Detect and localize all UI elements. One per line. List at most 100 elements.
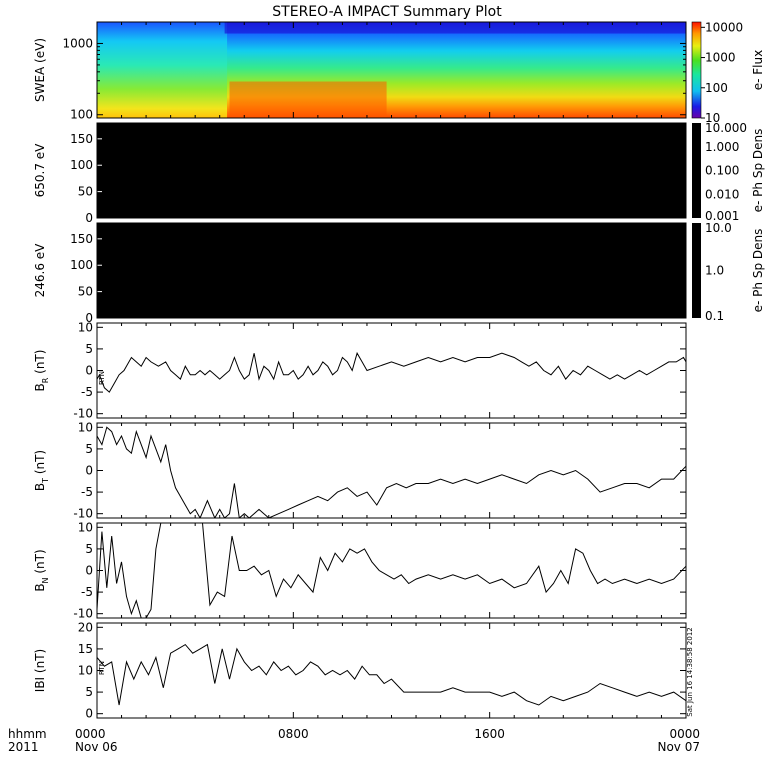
panel-bt: -10 -5 0 5 10 BT (nT) — [33, 420, 687, 521]
x-tick-label-date: Nov 06 — [75, 740, 118, 754]
x-tick-label-time: 0800 — [278, 727, 309, 741]
y-axis-label: IBI (nT) — [33, 649, 47, 692]
x-tick-label-time: 0000 — [669, 727, 700, 741]
y-axis-label: 650.7 eV — [33, 143, 47, 198]
x-tick-label-date: Nov 07 — [657, 740, 700, 754]
y-axis-label: BN (nT) — [33, 549, 50, 591]
y-axis-label-main: B — [33, 583, 47, 591]
y-tick-label: 0 — [85, 564, 93, 578]
colorbar — [692, 223, 701, 318]
y-tick-label: 0 — [85, 464, 93, 478]
y-axis-label-unit: (nT) — [33, 450, 47, 478]
x-axis-time-label: hhmm — [8, 727, 47, 741]
timestamp: Sat Jun 16 14:38:58 2012 — [686, 627, 694, 716]
y-tick-label: -10 — [73, 407, 93, 421]
y-tick-label: 5 — [85, 685, 93, 699]
y-tick-label: 10 — [78, 520, 93, 534]
y-tick-label: 0 — [85, 364, 93, 378]
y-axis-label-sub: N — [41, 577, 50, 583]
y-tick-label: 10 — [78, 664, 93, 678]
y-axis-label: 246.6 eV — [33, 243, 47, 298]
series-line-bt — [97, 426, 686, 518]
y-tick-label: -5 — [81, 385, 93, 399]
colorbar-label: e- Flux — [751, 50, 765, 90]
panel-bmag: 0 5 10 15 20 IBI (nT) RTN Sat Jun 16 14:38:58 2… — [33, 620, 694, 720]
panel-frame — [96, 522, 687, 619]
series-line-br — [97, 351, 686, 393]
y-tick-label: 10 — [78, 320, 93, 334]
x-tick-label-time: 1600 — [474, 727, 505, 741]
colorbar-tick-label: 1.0 — [705, 264, 724, 278]
y-axis-label: SWEA (eV) — [33, 38, 47, 102]
colorbar-tick-label: 1000 — [705, 51, 736, 65]
y-tick-label: 100 — [70, 108, 93, 122]
y-axis-label-main: B — [33, 483, 47, 491]
panel-frame — [96, 122, 687, 219]
swea-band-cold — [224, 22, 686, 34]
y-axis-label: BT (nT) — [33, 450, 50, 491]
pad-spectrogram — [97, 123, 686, 218]
colorbar-tick-label: 10 — [705, 111, 720, 125]
panel-frame — [96, 322, 687, 419]
pad-spectrogram — [97, 223, 686, 318]
y-tick-label: 50 — [78, 185, 93, 199]
colorbar-tick-label: 1.000 — [705, 140, 739, 154]
colorbar-tick-label: 100 — [705, 81, 728, 95]
y-tick-label: -5 — [81, 585, 93, 599]
panel-pad246: 0 50 100 150 246.6 eV 0.1 1.0 10.0 e- Ph Sp Dens — [33, 221, 765, 325]
colorbar-tick-label: 10.0 — [705, 221, 732, 235]
y-tick-label: 50 — [78, 285, 93, 299]
y-axis-label-sub: R — [41, 377, 50, 383]
y-axis-label: BR (nT) — [33, 350, 50, 392]
colorbar-tick-label: 10000 — [705, 20, 743, 34]
panel-frame — [96, 222, 687, 319]
y-axis-label-unit: (nT) — [33, 549, 47, 577]
y-axis-label-sub: T — [41, 478, 50, 484]
colorbar-label: e- Ph Sp Dens — [751, 229, 765, 313]
y-tick-label: 100 — [70, 158, 93, 172]
y-tick-label: 5 — [85, 342, 93, 356]
colorbar — [692, 123, 701, 218]
panel-bn: -10 -5 0 5 10 BN (nT) — [33, 520, 687, 621]
panel-frame — [96, 21, 687, 119]
coord-system-label: RTN — [98, 661, 106, 675]
series-line-bn — [97, 523, 686, 618]
chart-title: STEREO-A IMPACT Summary Plot — [272, 4, 502, 20]
y-tick-label: 150 — [70, 232, 93, 246]
series-line-bmag — [97, 643, 686, 706]
colorbar-tick-label: 0.001 — [705, 209, 739, 223]
y-tick-label: 15 — [78, 642, 93, 656]
colorbar-tick-label: 0.100 — [705, 164, 739, 178]
y-tick-label: 0 — [85, 311, 93, 325]
y-tick-label: 1000 — [62, 36, 93, 50]
colorbar-tick-label: 10.000 — [705, 121, 747, 135]
colorbar-label: e- Ph Sp Dens — [751, 129, 765, 213]
colorbar-tick-label: 0.010 — [705, 187, 739, 201]
colorbar — [691, 21, 702, 119]
y-axis-label-unit: (nT) — [33, 350, 47, 378]
panel-frame — [96, 622, 687, 719]
y-axis-label-main: IBI (nT) — [33, 649, 47, 692]
swea-band-hot — [229, 81, 387, 118]
coord-system-label: RTN — [98, 371, 106, 385]
panel-frame — [96, 422, 687, 519]
y-tick-label: 10 — [78, 420, 93, 434]
y-tick-label: 0 — [85, 211, 93, 225]
y-tick-label: -10 — [73, 607, 93, 621]
y-tick-label: 0 — [85, 707, 93, 721]
x-axis-year-label: 2011 — [8, 740, 39, 754]
colorbar-tick-label: 0.1 — [705, 309, 724, 323]
panel-pad650: 0 50 100 150 650.7 eV 0.001 0.010 0.100 1.000 10.… — [33, 121, 765, 225]
y-tick-label: -10 — [73, 507, 93, 521]
y-tick-label: 100 — [70, 258, 93, 272]
x-tick-label-time: 0000 — [75, 727, 106, 741]
y-tick-label: 5 — [85, 542, 93, 556]
swea-spectrogram-early — [97, 22, 228, 118]
y-tick-label: -5 — [81, 485, 93, 499]
y-tick-label: 5 — [85, 442, 93, 456]
y-tick-label: 20 — [78, 620, 93, 634]
y-tick-label: 150 — [70, 132, 93, 146]
y-axis-label-main: B — [33, 383, 47, 391]
